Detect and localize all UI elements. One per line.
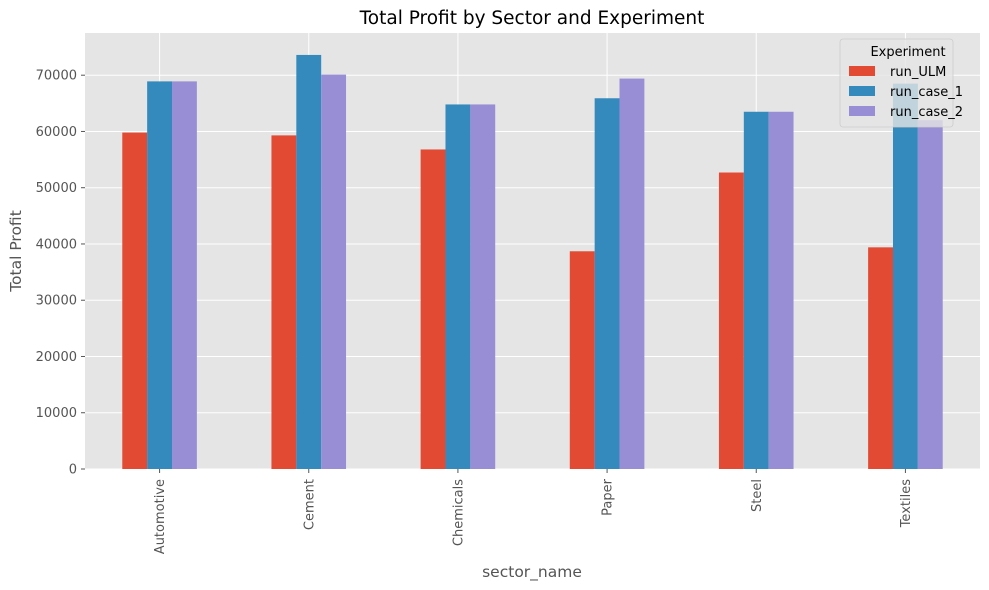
bar-run_case_2-chemicals: [470, 104, 496, 469]
legend-items: run_ULM run_case_1 run_case_2: [849, 65, 963, 120]
y-tick-label: 60000: [36, 125, 77, 140]
bars: [122, 54, 943, 470]
bar-run_case_2-paper: [619, 78, 645, 469]
legend-title: Experiment: [870, 45, 945, 60]
bar-run_case_1-cement: [296, 54, 322, 469]
legend: Experiment run_ULM run_case_1 run_case_2: [839, 38, 963, 128]
bar-run_ULM-steel: [718, 172, 744, 469]
x-tick-label: Paper: [601, 478, 616, 515]
bar-run_ULM-automotive: [122, 132, 148, 469]
y-tick-label: 0: [69, 463, 77, 478]
chart-title: Total Profit by Sector and Experiment: [359, 8, 705, 29]
plot-area: [85, 33, 980, 469]
bar-run_ULM-chemicals: [420, 149, 446, 469]
legend-label-run_ULM: run_ULM: [890, 65, 946, 80]
y-axis-label: Total Profit: [7, 210, 25, 293]
bar-run_case_1-chemicals: [445, 104, 471, 469]
y-tick-label: 70000: [36, 69, 77, 84]
bar-run_case_1-paper: [594, 98, 620, 470]
y-tick-label: 20000: [36, 350, 77, 365]
y-tick-label: 10000: [36, 406, 77, 421]
bar-run_ULM-paper: [569, 251, 595, 469]
legend-swatch-run_case_2: [849, 106, 875, 116]
x-ticks: Automotive Cement Chemicals Paper Steel Texti…: [153, 469, 914, 554]
y-tick-label: 30000: [36, 294, 77, 309]
bar-run_case_1-textiles: [892, 83, 918, 469]
bar-run_case_2-automotive: [172, 81, 197, 470]
x-tick-label: Automotive: [153, 479, 168, 554]
bar-run_case_2-textiles: [917, 120, 943, 469]
y-tick-label: 50000: [36, 181, 77, 196]
x-tick-label: Textiles: [899, 479, 914, 529]
bar-run_ULM-cement: [271, 135, 297, 469]
legend-swatch-run_case_1: [849, 86, 875, 96]
bar-run_case_2-steel: [768, 111, 794, 469]
legend-label-run_case_1: run_case_1: [890, 85, 963, 100]
x-tick-label: Chemicals: [451, 479, 466, 546]
bar-run_case_2-cement: [321, 74, 347, 469]
legend-box: [839, 38, 954, 128]
bar-run_ULM-textiles: [868, 247, 893, 469]
bar-run_case_1-steel: [743, 111, 769, 469]
legend-swatch-run_ULM: [849, 66, 875, 76]
bar-run_case_1-automotive: [147, 81, 173, 470]
legend-label-run_case_2: run_case_2: [890, 105, 963, 120]
x-tick-label: Cement: [302, 479, 317, 530]
y-ticks: 0 10000 20000 30000 40000 50000 60000 70000: [36, 69, 85, 478]
x-axis-label: sector_name: [482, 563, 582, 582]
x-tick-label: Steel: [750, 479, 765, 512]
y-tick-label: 40000: [36, 237, 77, 252]
